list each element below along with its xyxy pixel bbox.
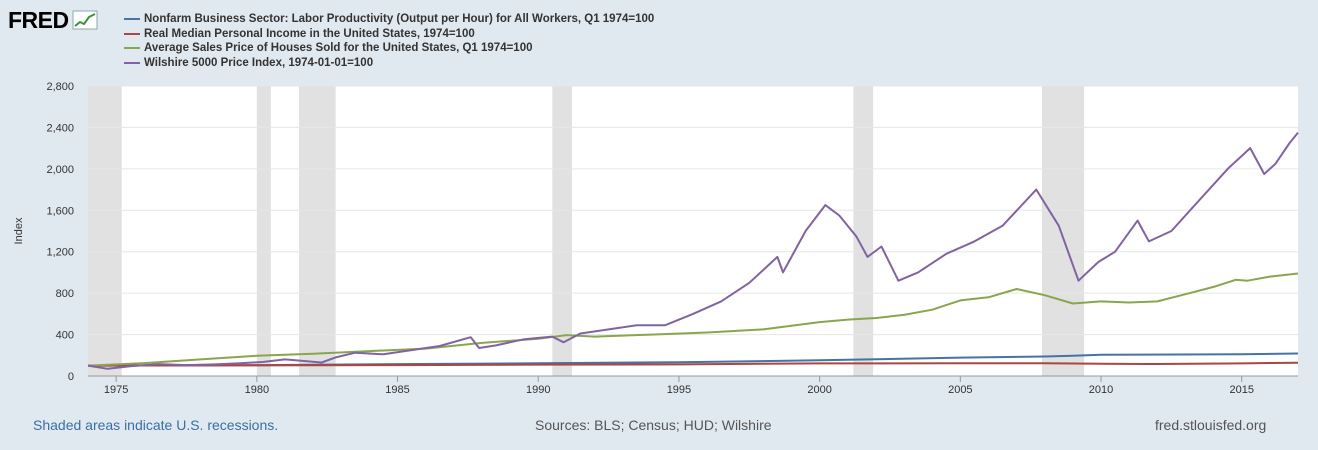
y-tick-label: 800 bbox=[56, 288, 74, 300]
y-tick-label: 0 bbox=[68, 371, 74, 383]
sources-note: Sources: BLS; Census; HUD; Wilshire bbox=[535, 417, 772, 433]
x-tick-label: 1985 bbox=[385, 384, 409, 396]
chart-series bbox=[87, 131, 1299, 370]
recession-band-6 bbox=[1041, 86, 1085, 376]
x-tick-label: 2010 bbox=[1089, 384, 1113, 396]
plot-background bbox=[88, 86, 1298, 376]
y-tick-label: 2,800 bbox=[46, 81, 74, 93]
y-tick-label: 2,000 bbox=[46, 164, 74, 176]
x-tick-label: 1990 bbox=[526, 384, 550, 396]
legend-swatch bbox=[124, 18, 140, 21]
legend-label: Average Sales Price of Houses Sold for t… bbox=[144, 42, 533, 55]
legend-swatch bbox=[124, 47, 140, 50]
x-tick-label: 1995 bbox=[667, 384, 691, 396]
fred-logo[interactable]: FRED bbox=[8, 8, 98, 32]
recession-band-3 bbox=[299, 86, 336, 376]
fred-chart-icon bbox=[72, 10, 98, 30]
chart-legend: Nonfarm Business Sector: Labor Productiv… bbox=[124, 12, 654, 70]
x-tick-label: 2015 bbox=[1229, 384, 1253, 396]
legend-swatch bbox=[124, 61, 140, 64]
recession-band-2 bbox=[256, 86, 271, 376]
recession-shading bbox=[88, 86, 1298, 376]
legend-label: Real Median Personal Income in the Unite… bbox=[144, 27, 475, 40]
fred-logo-text: FRED bbox=[8, 7, 69, 33]
legend-label: Nonfarm Business Sector: Labor Productiv… bbox=[144, 13, 655, 26]
chart-axes: 0 400 800 1,200 1,600 2,000 2,400 2,800 1975 1980… bbox=[13, 81, 1298, 396]
legend-item-2: Real Median Personal Income in the Unite… bbox=[124, 27, 654, 42]
series-line-4 bbox=[87, 131, 1299, 370]
y-tick-label: 1,600 bbox=[46, 205, 74, 217]
legend-item-4: Wilshire 5000 Price Index, 1974-01-01=10… bbox=[124, 56, 654, 71]
y-tick-label: 1,200 bbox=[46, 247, 74, 259]
recession-band-5 bbox=[853, 86, 874, 376]
legend-swatch bbox=[124, 32, 140, 35]
recessions-note: Shaded areas indicate U.S. recessions. bbox=[33, 417, 279, 433]
legend-item-3: Average Sales Price of Houses Sold for t… bbox=[124, 41, 654, 56]
x-tick-label: 2000 bbox=[807, 384, 831, 396]
recession-band-4 bbox=[552, 86, 572, 376]
recession-band-1 bbox=[88, 86, 122, 376]
series-line-3 bbox=[87, 272, 1299, 367]
x-tick-label: 2005 bbox=[948, 384, 972, 396]
x-tick-label: 1975 bbox=[104, 384, 128, 396]
y-tick-label: 400 bbox=[56, 330, 74, 342]
y-axis-title: Index bbox=[13, 217, 25, 244]
series-line-2 bbox=[87, 361, 1299, 367]
y-tick-label: 2,400 bbox=[46, 122, 74, 134]
legend-label: Wilshire 5000 Price Index, 1974-01-01=10… bbox=[144, 56, 374, 69]
legend-item-1: Nonfarm Business Sector: Labor Productiv… bbox=[124, 12, 654, 27]
fred-site-link[interactable]: fred.stlouisfed.org bbox=[1155, 417, 1267, 433]
x-tick-label: 1980 bbox=[245, 384, 269, 396]
